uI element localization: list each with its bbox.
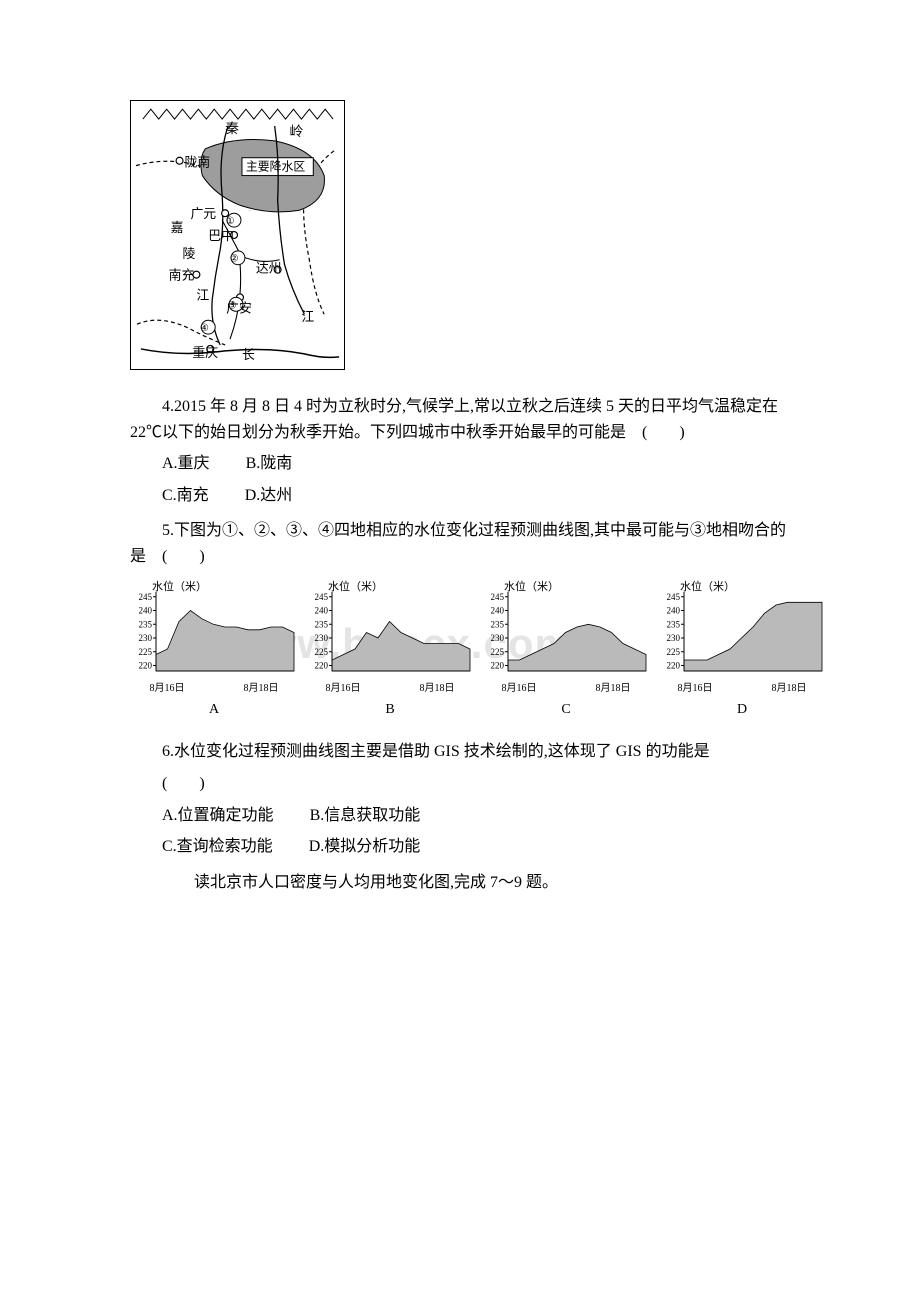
svg-text:220: 220 <box>139 660 153 670</box>
q7-intro-text: 读北京市人口密度与人均用地变化图,完成 7～9 题。 <box>130 870 790 896</box>
svg-text:江: 江 <box>196 288 209 302</box>
chart-A-xr: 8月18日 <box>244 683 279 694</box>
chart-B: 245 240 235 230 225 220 水位（米） 8月16日 8月18日 B <box>306 580 474 722</box>
svg-text:240: 240 <box>491 605 505 615</box>
map-figure: 秦 岭 陇南 主要降水区 广元 巴中 嘉 陵 南充 达州 江 广安 江 重庆 长… <box>130 100 790 370</box>
svg-text:235: 235 <box>315 619 329 629</box>
svg-text:陇南: 陇南 <box>184 155 210 170</box>
svg-text:长: 长 <box>242 348 255 362</box>
question-4: 4.2015 年 8 月 8 日 4 时为立秋时分,气候学上,常以立秋之后连续 … <box>130 394 790 508</box>
map-svg: 秦 岭 陇南 主要降水区 广元 巴中 嘉 陵 南充 达州 江 广安 江 重庆 长… <box>130 100 345 370</box>
q6-blank: ( ) <box>130 771 790 797</box>
svg-text:重庆: 重庆 <box>192 345 218 360</box>
svg-text:240: 240 <box>315 605 329 615</box>
svg-text:245: 245 <box>139 591 153 601</box>
svg-text:245: 245 <box>315 591 329 601</box>
svg-text:水位（米）: 水位（米） <box>680 580 735 593</box>
svg-text:225: 225 <box>315 646 329 656</box>
chart-A-xl: 8月16日 <box>150 683 185 694</box>
svg-text:225: 225 <box>139 646 153 656</box>
svg-text:220: 220 <box>667 660 681 670</box>
q4-opt-c: C.南充 <box>162 487 209 504</box>
question-6: 6.水位变化过程预测曲线图主要是借助 GIS 技术绘制的,这体现了 GIS 的功… <box>130 739 790 859</box>
chart-B-label: B <box>385 699 394 721</box>
svg-text:225: 225 <box>491 646 505 656</box>
q6-opt-d: D.模拟分析功能 <box>309 838 421 855</box>
chart-D-xl: 8月16日 <box>678 683 713 694</box>
chart-C-label: C <box>561 699 570 721</box>
chart-C: 245 240 235 230 225 220 水位（米） 8月16日 8月18日 C <box>482 580 650 722</box>
svg-text:240: 240 <box>139 605 153 615</box>
chart-C-xr: 8月18日 <box>596 683 631 694</box>
chart-C-xl: 8月16日 <box>502 683 537 694</box>
chart-A-svg: 245 240 235 230 225 220 水位（米） <box>130 580 298 675</box>
svg-text:岭: 岭 <box>290 124 304 139</box>
q5-charts: 245 240 235 230 225 220 水位（米） 8月16日 8月18日 A 24… <box>130 580 790 722</box>
chart-B-xr: 8月18日 <box>420 683 455 694</box>
q4-text: 4.2015 年 8 月 8 日 4 时为立秋时分,气候学上,常以立秋之后连续 … <box>130 394 790 445</box>
svg-text:主要降水区: 主要降水区 <box>246 160 305 174</box>
q6-text: 6.水位变化过程预测曲线图主要是借助 GIS 技术绘制的,这体现了 GIS 的功… <box>130 739 790 765</box>
q6-opt-b: B.信息获取功能 <box>310 807 421 824</box>
svg-text:嘉: 嘉 <box>171 221 184 235</box>
chart-D: 245 240 235 230 225 220 水位（米） 8月16日 8月18日 D <box>658 580 826 722</box>
svg-text:230: 230 <box>667 633 681 643</box>
svg-text:220: 220 <box>315 660 329 670</box>
chart-D-label: D <box>737 699 747 721</box>
svg-text:水位（米）: 水位（米） <box>504 580 559 593</box>
svg-text:245: 245 <box>491 591 505 601</box>
svg-text:①: ① <box>226 216 235 227</box>
svg-text:南充: 南充 <box>169 268 195 283</box>
svg-text:230: 230 <box>491 633 505 643</box>
svg-text:陵: 陵 <box>183 247 196 261</box>
svg-text:江: 江 <box>301 310 314 324</box>
q6-opt-a: A.位置确定功能 <box>162 807 274 824</box>
svg-text:240: 240 <box>667 605 681 615</box>
q7-intro: 读北京市人口密度与人均用地变化图,完成 7～9 题。 <box>130 870 790 896</box>
svg-text:235: 235 <box>139 619 153 629</box>
chart-A-label: A <box>209 699 219 721</box>
svg-text:②: ② <box>230 254 239 265</box>
svg-text:达州: 达州 <box>256 262 282 276</box>
question-5: 5.下图为①、②、③、④四地相应的水位变化过程预测曲线图,其中最可能与③地相吻合… <box>130 518 790 721</box>
svg-text:225: 225 <box>667 646 681 656</box>
chart-D-xr: 8月18日 <box>772 683 807 694</box>
svg-text:④: ④ <box>200 323 209 334</box>
q4-opt-a: A.重庆 <box>162 455 210 472</box>
svg-text:秦: 秦 <box>225 121 239 136</box>
svg-text:③: ③ <box>228 300 237 311</box>
svg-text:230: 230 <box>315 633 329 643</box>
q4-opt-b: B.陇南 <box>246 455 293 472</box>
chart-A: 245 240 235 230 225 220 水位（米） 8月16日 8月18日 A <box>130 580 298 722</box>
q4-opt-d: D.达州 <box>245 487 293 504</box>
svg-text:235: 235 <box>491 619 505 629</box>
svg-text:巴中: 巴中 <box>208 229 234 243</box>
chart-C-svg: 245 240 235 230 225 220 水位（米） <box>482 580 650 675</box>
chart-D-svg: 245 240 235 230 225 220 水位（米） <box>658 580 826 675</box>
svg-text:220: 220 <box>491 660 505 670</box>
svg-text:230: 230 <box>139 633 153 643</box>
q6-opt-c: C.查询检索功能 <box>162 838 273 855</box>
chart-B-xl: 8月16日 <box>326 683 361 694</box>
chart-B-svg: 245 240 235 230 225 220 水位（米） <box>306 580 474 675</box>
svg-text:235: 235 <box>667 619 681 629</box>
svg-text:广元: 广元 <box>190 207 216 221</box>
svg-text:水位（米）: 水位（米） <box>152 580 207 593</box>
svg-text:245: 245 <box>667 591 681 601</box>
svg-text:水位（米）: 水位（米） <box>328 580 383 593</box>
q5-text: 5.下图为①、②、③、④四地相应的水位变化过程预测曲线图,其中最可能与③地相吻合… <box>130 518 790 569</box>
